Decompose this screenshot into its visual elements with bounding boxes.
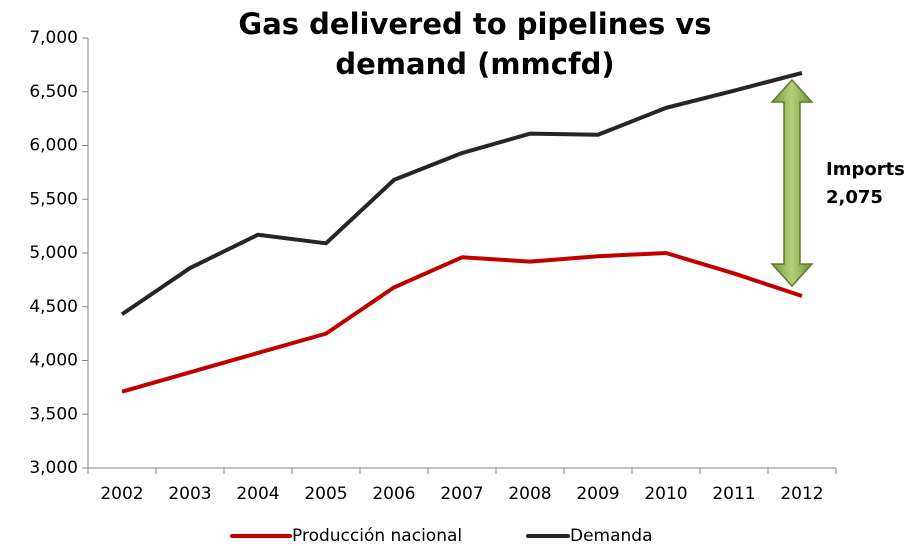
x-tick-label: 2009 [576,484,619,504]
x-tick-label: 2004 [236,484,279,504]
y-tick-label: 7,000 [29,28,78,48]
x-tick-label: 2002 [100,484,143,504]
x-tick-label: 2008 [508,484,551,504]
annotation: 2,075 [826,187,883,208]
chart-title: Gas delivered to pipelines vs demand (mm… [238,7,712,81]
x-tick-label: 2011 [712,484,755,504]
x-tick-label: 2005 [304,484,347,504]
series-line [121,251,803,394]
legend-label: Producción nacional [292,526,462,546]
y-tick-label: 4,500 [29,297,78,317]
y-tick-label: 6,000 [29,136,78,156]
series-line [120,71,803,316]
y-tick-label: 5,500 [29,189,78,209]
annotation: Imports [826,159,905,180]
y-tick-label: 4,000 [29,351,78,371]
x-tick-label: 2012 [780,484,823,504]
x-tick-label: 2006 [372,484,415,504]
y-tick-label: 3,000 [29,458,78,478]
imports-arrow [770,78,814,288]
y-tick-label: 5,000 [29,243,78,263]
x-tick-label: 2010 [644,484,687,504]
y-tick-label: 3,500 [29,404,78,424]
y-tick-label: 6,500 [29,82,78,102]
x-tick-label: 2003 [168,484,211,504]
x-tick-label: 2007 [440,484,483,504]
legend-label: Demanda [570,526,653,546]
